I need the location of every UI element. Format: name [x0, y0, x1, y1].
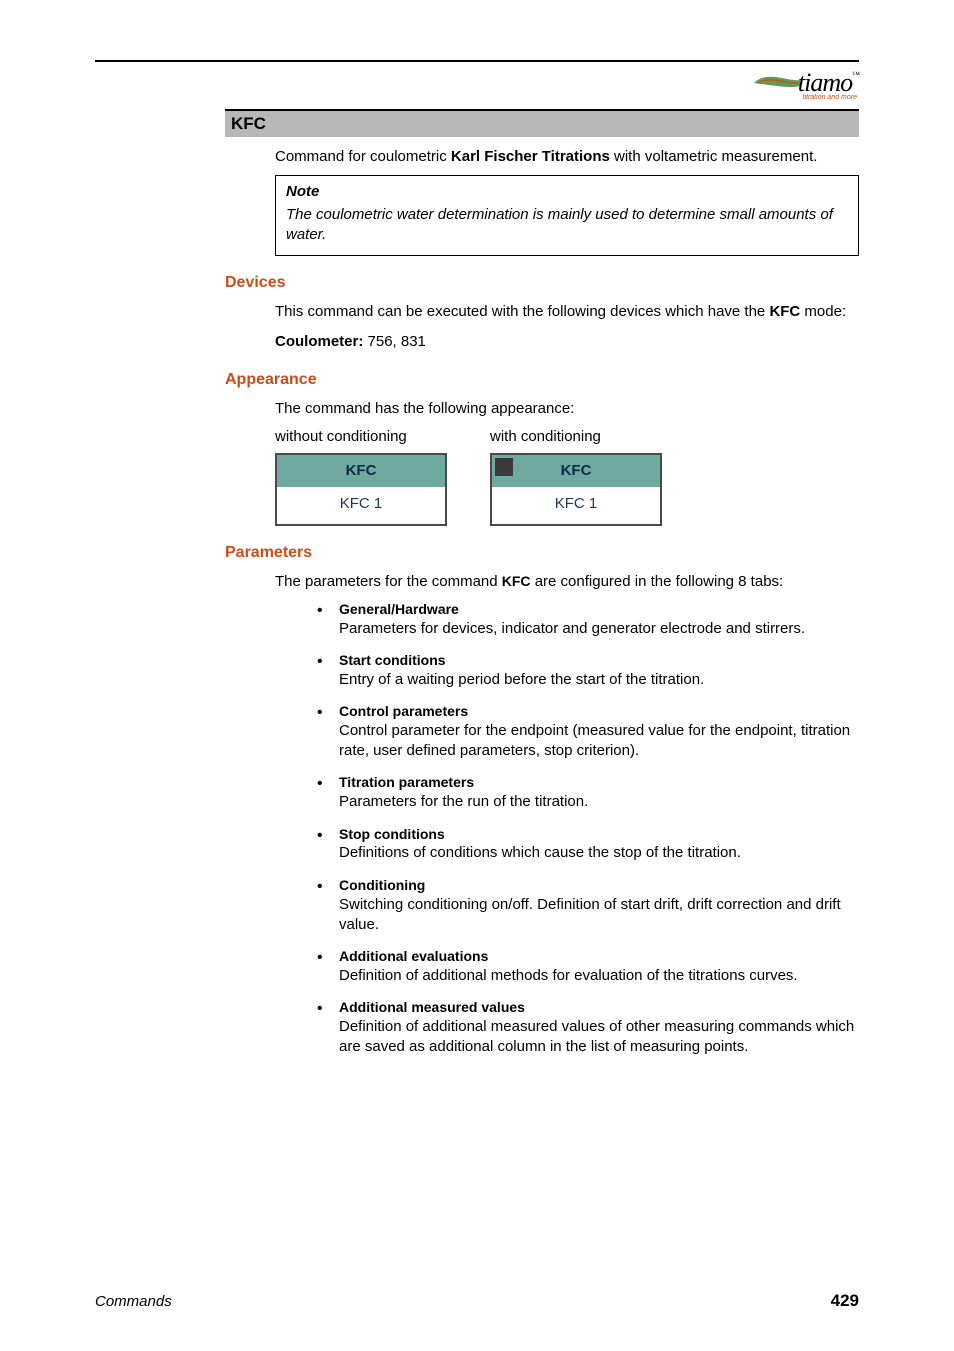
appearance-col-1: without conditioning KFC KFC 1	[275, 427, 450, 526]
kfc-card-header: KFC	[277, 455, 445, 487]
parameters-intro: The parameters for the command KFC are c…	[275, 572, 859, 592]
param-desc: Switching conditioning on/off. Definitio…	[339, 896, 841, 933]
param-desc: Parameters for the run of the titration.	[339, 793, 588, 810]
note-box: Note The coulometric water determination…	[275, 175, 859, 256]
param-desc: Definition of additional methods for eva…	[339, 967, 798, 984]
parameters-block: The parameters for the command KFC are c…	[275, 572, 859, 1058]
param-title: Titration parameters	[339, 773, 859, 792]
kfc-card-with: KFC KFC 1	[490, 453, 662, 526]
section-title-bar: KFC	[225, 109, 859, 137]
intro-bold: Karl Fischer Titrations	[451, 148, 610, 165]
devices-bold: KFC	[769, 303, 800, 320]
logo-word: tiamo	[798, 68, 852, 97]
param-desc: Entry of a waiting period before the sta…	[339, 671, 704, 688]
list-item: ConditioningSwitching conditioning on/of…	[317, 876, 859, 935]
devices-pre: This command can be executed with the fo…	[275, 303, 769, 320]
logo-tm: ™	[852, 70, 859, 79]
param-title: Stop conditions	[339, 825, 859, 844]
intro-block: Command for coulometric Karl Fischer Tit…	[275, 147, 859, 256]
kfc-card-body: KFC 1	[277, 487, 445, 523]
kfc-card-body-2: KFC 1	[492, 487, 660, 523]
appearance-label-1: without conditioning	[275, 427, 450, 447]
params-intro-pre: The parameters for the command	[275, 573, 502, 590]
param-desc: Parameters for devices, indicator and ge…	[339, 620, 805, 637]
note-title: Note	[286, 182, 848, 202]
swoosh-icon	[752, 70, 802, 96]
param-desc: Definition of additional measured values…	[339, 1018, 854, 1055]
appearance-block: The command has the following appearance…	[275, 399, 859, 526]
appearance-heading: Appearance	[225, 371, 859, 389]
kfc-card-header-text: KFC	[561, 462, 592, 479]
params-intro-post: are configured in the following 8 tabs:	[531, 573, 784, 590]
section-title: KFC	[231, 114, 266, 133]
footer-section: Commands	[95, 1293, 172, 1310]
parameters-heading: Parameters	[225, 544, 859, 562]
page-footer: Commands 429	[95, 1291, 859, 1311]
param-title: Conditioning	[339, 876, 859, 895]
devices-heading: Devices	[225, 274, 859, 292]
devices-list: Coulometer: 756, 831	[275, 332, 859, 352]
devices-list-label: Coulometer:	[275, 333, 363, 350]
appearance-col-2: with conditioning KFC KFC 1	[490, 427, 665, 526]
param-desc: Definitions of conditions which cause th…	[339, 844, 741, 861]
list-item: Stop conditionsDefinitions of conditions…	[317, 825, 859, 864]
footer-page-number: 429	[831, 1291, 859, 1311]
list-item: Titration parametersParameters for the r…	[317, 773, 859, 812]
param-title: Additional measured values	[339, 998, 859, 1017]
logo-area: tiamo™ titration and more	[95, 68, 859, 101]
list-item: Control parametersControl parameter for …	[317, 702, 859, 761]
list-item: Additional evaluationsDefinition of addi…	[317, 947, 859, 986]
corner-icon	[495, 458, 513, 476]
logo-text: tiamo™	[798, 68, 859, 98]
param-title: Control parameters	[339, 702, 859, 721]
devices-block: This command can be executed with the fo…	[275, 302, 859, 353]
header-rule	[95, 60, 859, 62]
kfc-card-without: KFC KFC 1	[275, 453, 447, 526]
intro-post: with voltametric measurement.	[610, 148, 818, 165]
intro-text: Command for coulometric Karl Fischer Tit…	[275, 147, 859, 167]
devices-text: This command can be executed with the fo…	[275, 302, 859, 322]
param-desc: Control parameter for the endpoint (meas…	[339, 722, 850, 759]
devices-post: mode:	[800, 303, 846, 320]
param-title: Additional evaluations	[339, 947, 859, 966]
kfc-card-header-2: KFC	[492, 455, 660, 487]
devices-list-values: 756, 831	[363, 333, 426, 350]
appearance-intro: The command has the following appearance…	[275, 399, 859, 419]
param-title: Start conditions	[339, 651, 859, 670]
appearance-label-2: with conditioning	[490, 427, 665, 447]
params-intro-bold: KFC	[502, 573, 531, 589]
intro-pre: Command for coulometric	[275, 148, 451, 165]
logo: tiamo™	[752, 68, 859, 98]
param-title: General/Hardware	[339, 600, 859, 619]
appearance-row: without conditioning KFC KFC 1 with cond…	[275, 427, 859, 526]
note-body: The coulometric water determination is m…	[286, 205, 848, 246]
list-item: Start conditionsEntry of a waiting perio…	[317, 651, 859, 690]
list-item: General/HardwareParameters for devices, …	[317, 600, 859, 639]
parameters-list: General/HardwareParameters for devices, …	[275, 600, 859, 1058]
list-item: Additional measured valuesDefinition of …	[317, 998, 859, 1057]
